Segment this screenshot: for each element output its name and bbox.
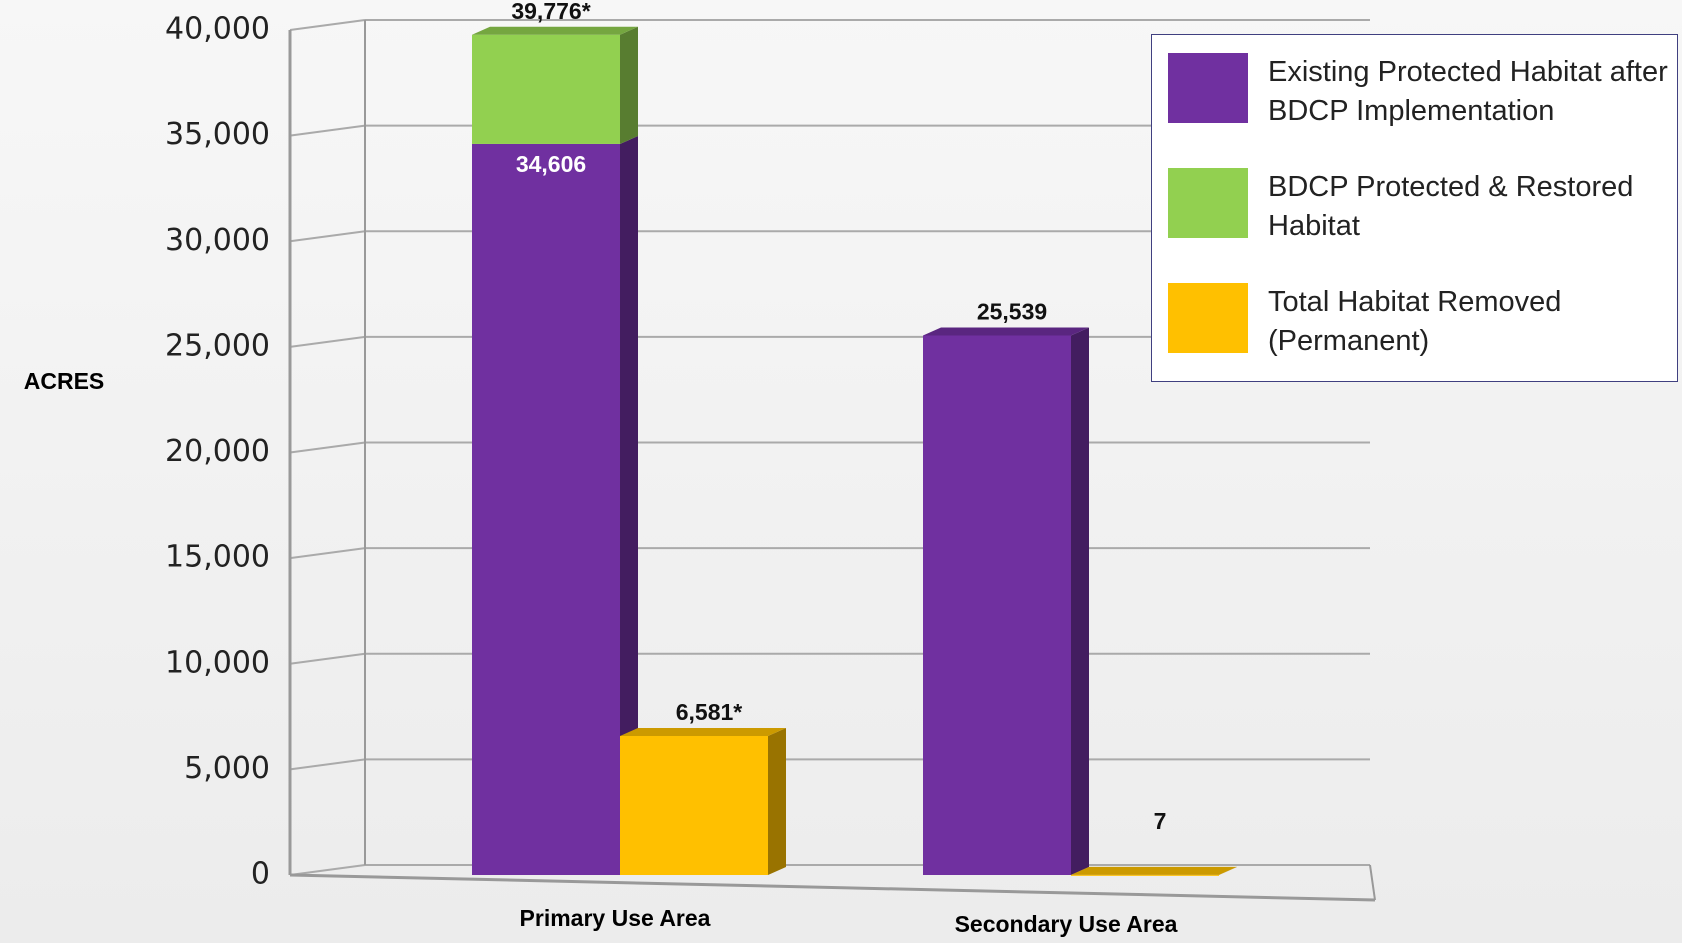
y-tick-label: 20,000 (165, 434, 270, 469)
x-tick-label: Primary Use Area (520, 905, 711, 931)
legend-label: Total Habitat Removed (Permanent) (1268, 286, 1562, 357)
legend-item: Existing Protected Habitat after BDCP Im… (1168, 53, 1673, 131)
bar-top (620, 727, 786, 736)
bar-side (620, 26, 638, 144)
legend: Existing Protected Habitat after BDCP Im… (1151, 34, 1678, 382)
grid-line (289, 124, 366, 137)
legend-label: Existing Protected Habitat after BDCP Im… (1268, 56, 1668, 127)
y-tick-label: 30,000 (165, 223, 270, 258)
bar-top (923, 327, 1089, 336)
y-tick-label: 5,000 (184, 751, 270, 786)
data-label: 34,606 (516, 151, 586, 177)
legend-label: BDCP Protected & Restored Habitat (1268, 171, 1634, 242)
y-tick-label: 35,000 (165, 117, 270, 152)
data-label: 7 (1154, 808, 1167, 834)
bar (472, 143, 620, 876)
total-label: 39,776* (511, 0, 590, 24)
grid-line (289, 230, 366, 243)
y-tick-label: 0 (251, 857, 270, 892)
grid-line (289, 547, 366, 560)
bar (1071, 874, 1219, 876)
legend-swatch (1168, 53, 1248, 123)
grid-line (289, 758, 366, 771)
grid-line (289, 441, 366, 454)
grid-line (289, 335, 366, 348)
bar-top (472, 26, 638, 35)
y-tick-label: 25,000 (165, 328, 270, 363)
x-tick-label: Secondary Use Area (955, 911, 1178, 937)
bar-side (1071, 327, 1089, 875)
data-label: 6,581* (676, 699, 743, 725)
y-tick-label: 10,000 (165, 645, 270, 680)
grid-line (289, 864, 366, 876)
data-label: 25,539 (977, 299, 1047, 325)
bar-top (1071, 866, 1237, 875)
grid-line (289, 652, 366, 665)
legend-item: Total Habitat Removed (Permanent) (1168, 283, 1673, 361)
bar (923, 335, 1071, 875)
bar-side (1219, 866, 1237, 875)
y-tick-label: 40,000 (165, 12, 270, 47)
legend-swatch (1168, 283, 1248, 353)
bar (620, 735, 768, 875)
y-tick-label: 15,000 (165, 540, 270, 575)
legend-item: BDCP Protected & Restored Habitat (1168, 168, 1673, 246)
grid-line (289, 19, 366, 31)
bar-side (768, 727, 786, 875)
legend-swatch (1168, 168, 1248, 238)
x-axis (1369, 864, 1376, 901)
x-axis (289, 873, 1376, 902)
y-axis-label: ACRES (24, 368, 105, 394)
bar (472, 34, 620, 144)
bar-side (620, 135, 638, 876)
